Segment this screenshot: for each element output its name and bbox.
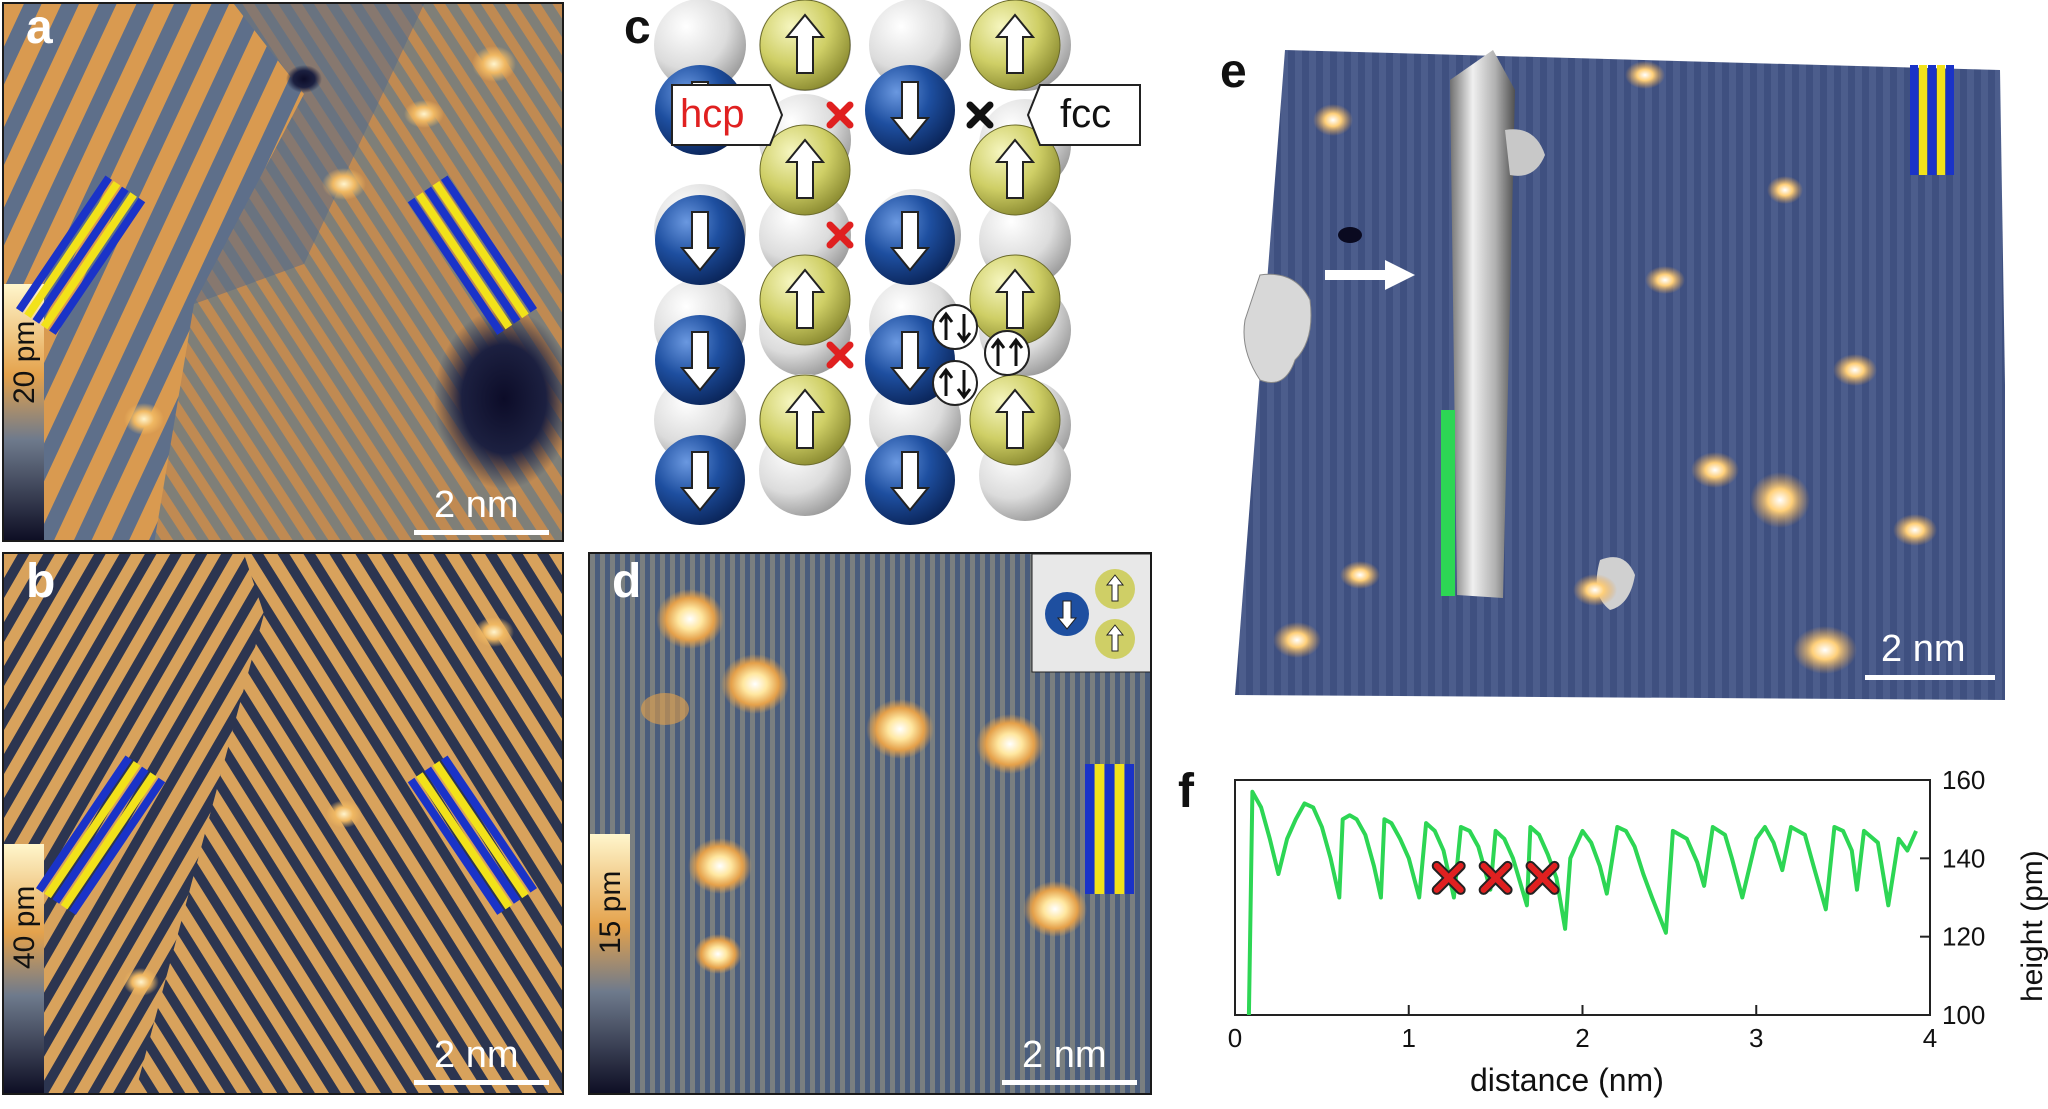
panel-c-spin-model: hcp fcc [630, 0, 1150, 540]
panel-a-stm-image: 20 pm 2 nm [2, 2, 564, 542]
spin-down-atom [865, 65, 955, 155]
cross-marker-icon [966, 101, 994, 129]
panel-label-a: a [26, 1, 53, 54]
substrate-atom [654, 0, 746, 91]
spin-up-atom [969, 374, 1061, 466]
spin-up-atom [969, 0, 1061, 91]
spin-down-atom [655, 435, 745, 525]
scalebar-d [1002, 1080, 1137, 1085]
spin-down-atom [655, 195, 745, 285]
colorbar-label-d: 15 pm [594, 870, 627, 954]
x-tick-label: 0 [1228, 1023, 1242, 1053]
panel-e-3d-topography: 2 nm [1225, 30, 2010, 710]
scalebar-label-e: 2 nm [1881, 628, 1966, 670]
spin-down-atom [865, 195, 955, 285]
hcp-callout-box [671, 84, 784, 146]
scalebar-label-a: 2 nm [434, 484, 519, 526]
y-tick-label: 100 [1942, 1000, 1985, 1030]
down-arrow-icon [1056, 600, 1078, 630]
cross-marker-icon [1525, 860, 1560, 895]
spin-pair-icon [984, 330, 1030, 376]
panel-d-topography [590, 554, 1150, 1093]
x-tick-label: 2 [1575, 1023, 1589, 1053]
spin-lattice-diagram [654, 0, 1141, 525]
x-tick-label: 4 [1923, 1023, 1937, 1053]
panel-label-f: f [1178, 765, 1194, 818]
spin-pair-icon [932, 304, 978, 350]
y-tick-label: 160 [1942, 765, 1985, 795]
y-tick-label: 120 [1942, 922, 1985, 952]
spin-up-atom [759, 124, 851, 216]
panel-e-surface [1235, 50, 2010, 700]
stripe-marker-left [15, 175, 146, 335]
cross-marker-icon [826, 341, 854, 369]
scalebar-label-d: 2 nm [1022, 1034, 1107, 1076]
up-arrow-icon [1105, 624, 1125, 652]
y-axis-label: height (pm) [2016, 850, 2048, 1002]
profile-line [1246, 789, 1918, 1016]
up-arrow-icon [1105, 574, 1125, 602]
substrate-atom [869, 0, 961, 91]
cross-marker-icon [1478, 860, 1513, 895]
y-tick-label: 140 [1942, 843, 1985, 873]
stripe-marker-vertical [1085, 764, 1134, 894]
x-tick-label: 1 [1402, 1023, 1416, 1053]
spin-down-atom [865, 435, 955, 525]
panel-label-e: e [1220, 45, 1247, 98]
stripe-marker-left [35, 755, 166, 915]
stripe-marker-right [407, 175, 538, 335]
spin-up-atom [759, 0, 851, 91]
spin-up-atom [759, 254, 851, 346]
spin-up-atom [969, 124, 1061, 216]
x-tick-label: 3 [1749, 1023, 1763, 1053]
cross-marker-icon [826, 221, 854, 249]
panel-d-stm-image: 15 pm 2 nm [588, 552, 1152, 1095]
stripe-marker-vertical [1910, 65, 1954, 175]
fcc-label: fcc [1060, 92, 1112, 136]
substrate-atom [759, 189, 851, 281]
panel-f-line-profile: 0 1 2 3 4 100 120 140 160 distance (nm) height (… [1160, 760, 2048, 1104]
fcc-callout-box [1026, 84, 1141, 146]
line-profile-marker [1441, 410, 1455, 596]
x-axis-label: distance (nm) [1470, 1062, 1664, 1098]
scalebar-b [414, 1080, 549, 1085]
colorbar-label-a: 20 pm [8, 320, 41, 404]
hcp-label: hcp [680, 92, 745, 136]
panel-a-topography [4, 4, 562, 540]
scalebar-label-b: 2 nm [434, 1034, 519, 1076]
colorbar-label-b: 40 pm [8, 885, 41, 969]
spin-pair-icon [932, 360, 978, 406]
spin-up-atom [759, 374, 851, 466]
scalebar-e [1865, 675, 1995, 680]
panel-label-b: b [26, 555, 56, 608]
cross-marker-icon [826, 101, 854, 129]
panel-b-stm-image: 40 pm 2 nm [2, 552, 564, 1095]
panel-label-d: d [612, 555, 642, 608]
scalebar-a [414, 530, 549, 535]
white-arrow-icon [1325, 260, 1415, 290]
panel-b-topography [4, 554, 562, 1093]
cross-marker-icon [1431, 860, 1466, 895]
panel-label-c: c [624, 1, 651, 54]
spin-down-atom [655, 315, 745, 405]
stripe-marker-right [407, 755, 538, 915]
